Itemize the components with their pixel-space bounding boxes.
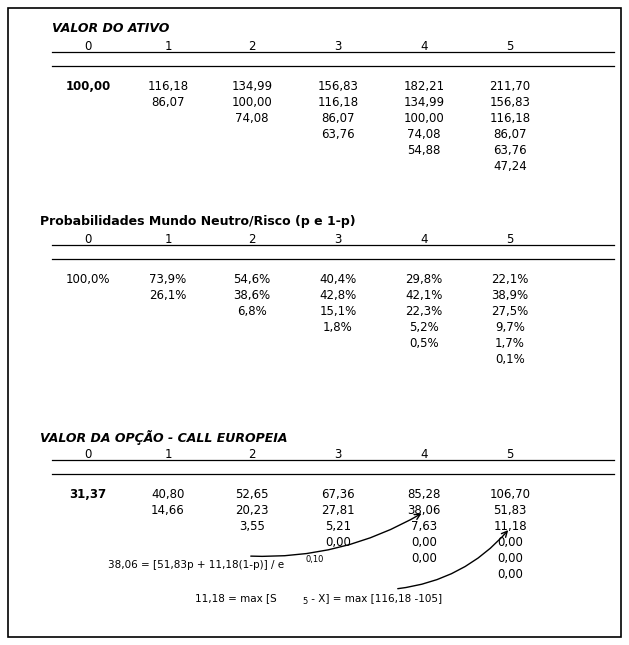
Text: 211,70: 211,70 xyxy=(489,80,531,93)
Text: VALOR DA OPÇÃO - CALL EUROPEIA: VALOR DA OPÇÃO - CALL EUROPEIA xyxy=(40,430,287,445)
Text: 5,21: 5,21 xyxy=(325,520,351,533)
Text: 74,08: 74,08 xyxy=(407,128,441,141)
Text: - X] = max [116,18 -105]: - X] = max [116,18 -105] xyxy=(308,593,442,603)
Text: 116,18: 116,18 xyxy=(318,96,359,109)
Text: 100,00: 100,00 xyxy=(404,112,444,125)
Text: 63,76: 63,76 xyxy=(321,128,355,141)
Text: 4: 4 xyxy=(420,40,428,53)
Text: 2: 2 xyxy=(248,448,256,461)
Text: 86,07: 86,07 xyxy=(493,128,526,141)
Text: 156,83: 156,83 xyxy=(489,96,530,109)
Text: 74,08: 74,08 xyxy=(235,112,269,125)
Text: 134,99: 134,99 xyxy=(403,96,445,109)
Text: 1: 1 xyxy=(164,40,172,53)
Text: 2: 2 xyxy=(248,233,256,246)
Text: 0: 0 xyxy=(84,233,92,246)
Text: 4: 4 xyxy=(420,233,428,246)
Text: 38,06 = [51,83p + 11,18(1-p)] / e: 38,06 = [51,83p + 11,18(1-p)] / e xyxy=(108,560,284,570)
Text: 5: 5 xyxy=(302,597,307,606)
Text: 6,8%: 6,8% xyxy=(237,305,267,318)
Text: 0,00: 0,00 xyxy=(411,536,437,549)
Text: 11,18 = max [S: 11,18 = max [S xyxy=(195,593,277,603)
Text: 86,07: 86,07 xyxy=(321,112,355,125)
Text: 14,66: 14,66 xyxy=(151,504,185,517)
Text: 47,24: 47,24 xyxy=(493,160,527,173)
Text: 116,18: 116,18 xyxy=(147,80,189,93)
Text: 1,7%: 1,7% xyxy=(495,337,525,350)
Text: 0: 0 xyxy=(84,448,92,461)
Text: 106,70: 106,70 xyxy=(489,488,530,501)
Text: 38,9%: 38,9% xyxy=(491,289,528,302)
Text: 0: 0 xyxy=(84,40,92,53)
Text: 52,65: 52,65 xyxy=(235,488,269,501)
Text: 29,8%: 29,8% xyxy=(405,273,443,286)
Text: 0,00: 0,00 xyxy=(497,552,523,565)
Text: 3,55: 3,55 xyxy=(239,520,265,533)
Text: 0,00: 0,00 xyxy=(497,568,523,581)
Text: 42,1%: 42,1% xyxy=(405,289,443,302)
Text: 15,1%: 15,1% xyxy=(320,305,357,318)
Text: 3: 3 xyxy=(334,233,342,246)
Text: 134,99: 134,99 xyxy=(231,80,272,93)
Text: 2: 2 xyxy=(248,40,256,53)
Text: 9,7%: 9,7% xyxy=(495,321,525,334)
Text: 20,23: 20,23 xyxy=(235,504,269,517)
Text: 11,18: 11,18 xyxy=(493,520,527,533)
Text: 0,00: 0,00 xyxy=(325,536,351,549)
Text: 1: 1 xyxy=(164,233,172,246)
Text: 0,1%: 0,1% xyxy=(495,353,525,366)
Text: 4: 4 xyxy=(420,448,428,461)
Text: 27,81: 27,81 xyxy=(321,504,355,517)
Text: 5: 5 xyxy=(506,448,514,461)
Text: 7,63: 7,63 xyxy=(411,520,437,533)
Text: 26,1%: 26,1% xyxy=(149,289,187,302)
Text: 85,28: 85,28 xyxy=(408,488,441,501)
Text: 73,9%: 73,9% xyxy=(149,273,187,286)
Text: 1,8%: 1,8% xyxy=(323,321,353,334)
Text: 100,00: 100,00 xyxy=(65,80,111,93)
Text: Probabilidades Mundo Neutro/Risco (p e 1-p): Probabilidades Mundo Neutro/Risco (p e 1… xyxy=(40,215,355,228)
Text: 100,00: 100,00 xyxy=(231,96,272,109)
Text: 86,07: 86,07 xyxy=(151,96,185,109)
Text: 54,88: 54,88 xyxy=(408,144,441,157)
Text: VALOR DO ATIVO: VALOR DO ATIVO xyxy=(52,22,169,35)
Text: 31,37: 31,37 xyxy=(69,488,106,501)
Text: 3: 3 xyxy=(334,448,342,461)
Text: 63,76: 63,76 xyxy=(493,144,527,157)
Text: 1: 1 xyxy=(164,448,172,461)
Text: 5: 5 xyxy=(506,233,514,246)
Text: 0,00: 0,00 xyxy=(497,536,523,549)
Text: 51,83: 51,83 xyxy=(493,504,526,517)
Text: 5,2%: 5,2% xyxy=(409,321,439,334)
Text: 116,18: 116,18 xyxy=(489,112,531,125)
Text: 27,5%: 27,5% xyxy=(491,305,528,318)
Text: 40,4%: 40,4% xyxy=(320,273,357,286)
Text: 0,5%: 0,5% xyxy=(409,337,439,350)
Text: 100,0%: 100,0% xyxy=(66,273,110,286)
Text: 38,6%: 38,6% xyxy=(233,289,270,302)
Text: 67,36: 67,36 xyxy=(321,488,355,501)
Text: 182,21: 182,21 xyxy=(403,80,445,93)
Text: 5: 5 xyxy=(506,40,514,53)
Text: 0,00: 0,00 xyxy=(411,552,437,565)
Text: 156,83: 156,83 xyxy=(318,80,359,93)
Text: 22,3%: 22,3% xyxy=(405,305,443,318)
Text: 54,6%: 54,6% xyxy=(233,273,270,286)
Text: 3: 3 xyxy=(334,40,342,53)
Text: 40,80: 40,80 xyxy=(152,488,185,501)
Text: 42,8%: 42,8% xyxy=(320,289,357,302)
Text: 0,10: 0,10 xyxy=(306,555,325,564)
Text: 38,06: 38,06 xyxy=(408,504,441,517)
Text: 22,1%: 22,1% xyxy=(491,273,529,286)
